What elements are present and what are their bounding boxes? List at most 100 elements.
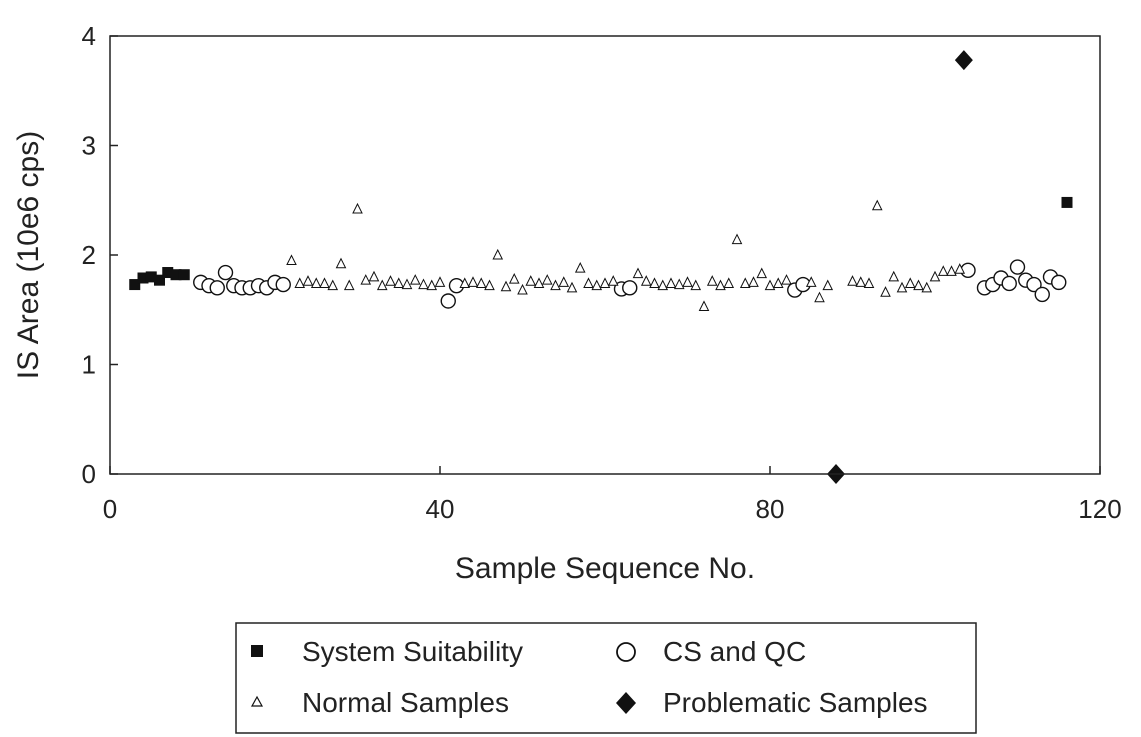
series-normal-samples [286, 199, 966, 311]
data-point-triangle [302, 275, 314, 286]
data-point-triangle [376, 279, 388, 291]
data-point-triangle [855, 276, 867, 287]
data-point-triangle [459, 277, 471, 288]
data-point-triangle [558, 276, 570, 287]
data-point-triangle [640, 275, 652, 286]
data-point-triangle [863, 277, 875, 288]
data-point-triangle [368, 270, 380, 282]
data-point-circle [440, 293, 456, 309]
data-point-triangle [418, 278, 429, 290]
data-point-triangle [533, 277, 545, 288]
legend-marker-square [251, 645, 263, 657]
data-point-triangle [871, 199, 883, 211]
data-point-square [137, 272, 149, 284]
data-point-triangle [335, 257, 347, 269]
data-point-triangle [946, 265, 957, 276]
legend-item-system-suitability: System Suitability [251, 636, 523, 667]
data-point-circle [209, 280, 225, 296]
data-point-square [145, 271, 157, 283]
legend-item-problematic-samples: Problematic Samples [616, 687, 928, 718]
data-point-triangle [401, 278, 413, 290]
x-axis-title: Sample Sequence No. [455, 552, 755, 585]
data-point-circle [622, 280, 638, 296]
legend: System Suitability CS and QC Normal Samp… [235, 622, 977, 734]
data-point-triangle [426, 279, 438, 291]
data-point-triangle [715, 279, 726, 291]
data-point-triangle [525, 275, 537, 286]
data-point-triangle [929, 270, 941, 282]
data-point-triangle [814, 291, 825, 303]
x-tick-label: 40 [426, 494, 455, 524]
plot-frame [109, 35, 1101, 475]
data-point-triangle [954, 263, 966, 274]
plot-area [129, 50, 1073, 484]
data-point-triangle [937, 265, 949, 276]
data-point-triangle [904, 277, 916, 288]
data-point-triangle [360, 274, 372, 285]
data-point-triangle [913, 279, 924, 291]
data-point-triangle [748, 276, 759, 287]
data-point-triangle [698, 300, 710, 311]
series-problematic-samples [827, 50, 973, 484]
data-point-triangle [665, 277, 677, 288]
legend-marker-circle [616, 642, 636, 662]
data-point-circle [1001, 275, 1017, 292]
data-point-triangle [434, 276, 446, 287]
data-point-triangle [319, 277, 330, 288]
y-tick-label: 2 [82, 240, 96, 270]
legend-marker-diamond [616, 692, 636, 714]
legend-label-problematic-samples: Problematic Samples [663, 687, 928, 718]
data-point-triangle [739, 277, 751, 288]
data-point-triangle [343, 279, 355, 291]
data-point-triangle [550, 279, 561, 291]
data-point-circle [1026, 276, 1042, 293]
data-point-triangle [500, 280, 512, 292]
data-point-triangle [649, 277, 660, 288]
data-point-circle [217, 264, 234, 281]
data-point-triangle [591, 279, 603, 291]
legend-item-normal-samples: Normal Samples [250, 687, 509, 718]
x-tick-label: 80 [756, 494, 785, 524]
data-point-triangle [690, 279, 702, 291]
legend-label-cs-and-qc: CS and QC [663, 636, 806, 667]
data-point-triangle [310, 277, 322, 288]
data-point-triangle [583, 277, 594, 288]
data-point-triangle [781, 274, 792, 285]
y-axis-title: IS Area (10e6 cps) [12, 131, 45, 379]
data-point-triangle [385, 275, 396, 286]
data-point-triangle [409, 274, 421, 285]
data-point-triangle [706, 275, 718, 286]
data-point-triangle [484, 279, 495, 291]
data-point-triangle [673, 278, 685, 290]
data-point-triangle [888, 270, 900, 282]
data-point-diamond [954, 50, 973, 71]
data-point-triangle [607, 275, 619, 286]
legend-label-system-suitability: System Suitability [302, 636, 523, 667]
data-point-triangle [805, 276, 817, 287]
series-system-suitability [129, 196, 1073, 291]
data-point-square [154, 274, 165, 286]
data-point-triangle [657, 279, 669, 291]
data-point-square [1061, 196, 1073, 208]
data-point-triangle [632, 267, 644, 279]
data-point-triangle [921, 281, 933, 293]
data-point-triangle [467, 276, 479, 287]
data-point-square [178, 269, 190, 281]
data-point-circle [275, 276, 291, 293]
data-point-triangle [822, 279, 834, 291]
data-point-triangle [574, 262, 586, 273]
data-point-square [162, 267, 174, 279]
x-tick-label: 0 [103, 494, 117, 524]
data-point-triangle [723, 277, 735, 288]
data-point-triangle [327, 279, 339, 291]
y-tick-label: 1 [82, 350, 96, 380]
data-point-triangle [286, 254, 297, 265]
data-point-triangle [772, 277, 784, 288]
data-point-triangle [682, 276, 693, 287]
data-point-triangle [756, 267, 768, 279]
data-point-triangle [896, 281, 908, 293]
data-point-triangle [393, 277, 405, 288]
data-point-triangle [599, 277, 611, 288]
data-point-circle [1034, 286, 1050, 303]
